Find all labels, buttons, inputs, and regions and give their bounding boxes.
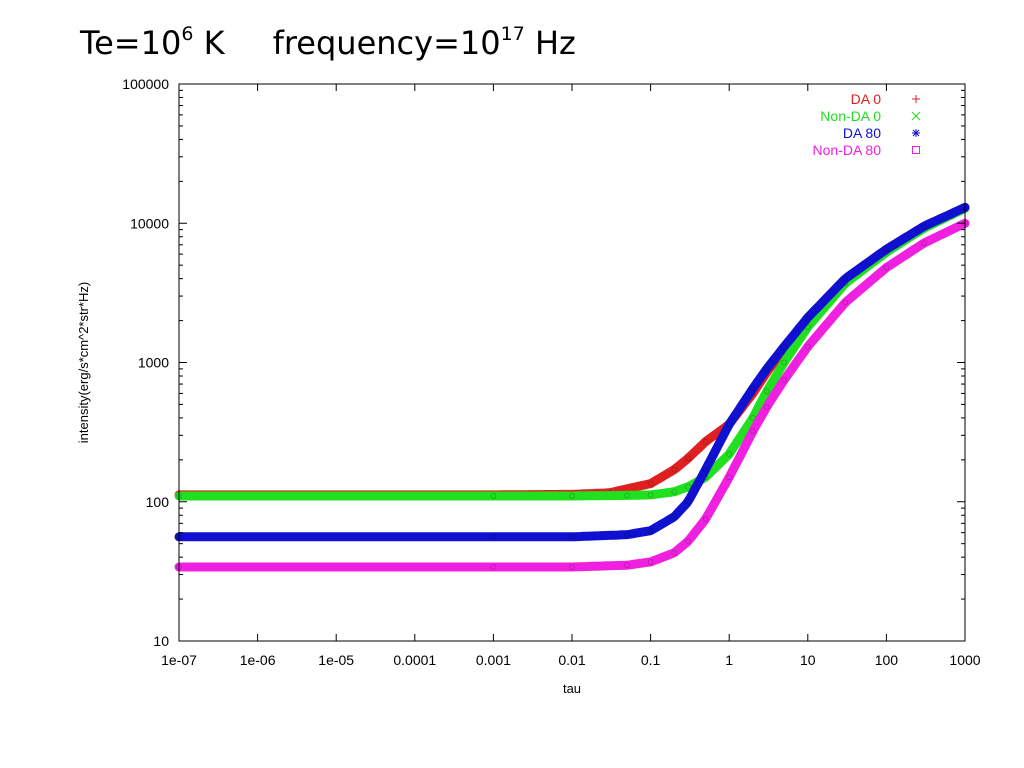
data-point-da-80: [490, 534, 497, 540]
data-point-da-80: [804, 314, 811, 321]
data-point-non-da-80: [702, 516, 709, 522]
data-point-non-da-80: [921, 240, 927, 246]
data-point-da-80: [647, 527, 654, 534]
y-tick-label: 10000: [130, 215, 169, 231]
data-point-da-80: [750, 385, 756, 392]
y-tick-label: 100: [146, 494, 170, 510]
x-tick-label: 0.1: [641, 652, 661, 668]
series-line-non-da-0: [174, 203, 970, 501]
data-point-non-da-80: [781, 377, 787, 383]
data-point-da-80: [921, 223, 927, 230]
data-point-non-da-80: [726, 474, 733, 481]
data-point-non-da-0: [763, 388, 770, 395]
data-point-da-80: [569, 534, 575, 540]
frequency-label: frequency=1017 Hz: [272, 23, 576, 62]
data-point-non-da-80: [804, 343, 811, 350]
data-point-da-80: [702, 466, 709, 473]
data-point-non-da-0: [624, 492, 630, 499]
x-tick-label: 1e-07: [161, 652, 197, 668]
data-point-non-da-80: [671, 549, 678, 556]
data-point-non-da-80: [750, 428, 756, 435]
series-line-da-0: [174, 202, 970, 500]
data-point-da-80: [671, 513, 678, 520]
x-tick-label: 100: [875, 652, 899, 668]
data-point-da-80: [763, 366, 770, 372]
te-label: Te=106 K: [80, 23, 225, 62]
data-point-non-da-0: [726, 451, 733, 457]
te-exponent: 6: [181, 23, 194, 45]
data-point-da-80: [624, 531, 630, 538]
y-tick-label: 100000: [122, 76, 169, 92]
y-axis-label: intensity(erg/s*cm^2*str*Hz): [76, 282, 91, 443]
data-point-da-80: [842, 275, 849, 282]
data-point-non-da-80: [685, 538, 691, 545]
data-point-da-0: [685, 455, 691, 462]
legend-label-da-80: DA 80: [843, 125, 881, 141]
x-tick-label: 1e-05: [318, 652, 354, 668]
data-point-da-0: [671, 466, 678, 473]
data-point-da-80: [726, 421, 733, 428]
x-tick-label: 1e-06: [240, 652, 276, 668]
data-point-da-0: [702, 438, 709, 445]
data-point-da-80: [685, 498, 691, 505]
data-point-non-da-0: [671, 488, 678, 495]
data-point-da-80: [781, 343, 787, 350]
frequency-exponent: 17: [500, 23, 525, 45]
series-line-da-80: [174, 202, 970, 542]
legend-marker-plus: [912, 95, 920, 103]
data-point-non-da-0: [647, 492, 654, 498]
legend-marker-square: [912, 146, 920, 154]
data-point-non-da-80: [763, 404, 770, 410]
legend-label-non-da-0: Non-DA 0: [820, 108, 881, 124]
slide-title: Te=106 K frequency=1017 Hz: [80, 24, 576, 62]
x-axis-label: tau: [563, 681, 581, 696]
data-point-non-da-0: [490, 493, 497, 499]
legend-label-da-0: DA 0: [851, 91, 882, 107]
legend-marker-star: [912, 129, 920, 137]
data-point-non-da-80: [490, 564, 497, 570]
plot-frame: [178, 83, 966, 642]
data-point-non-da-80: [624, 562, 630, 569]
axis-tick-labels: 1e-07 1e-06 1e-05 0.0001 0.001 0.01 0.1 1 10 100 1…: [122, 76, 980, 668]
x-tick-label: 1000: [949, 652, 980, 668]
y-tick-label: 1000: [138, 355, 169, 371]
x-tick-label: 0.001: [476, 652, 511, 668]
data-point-da-0: [647, 480, 654, 487]
axis-ticks: [178, 83, 966, 642]
data-point-non-da-0: [685, 484, 691, 490]
series-layer: [174, 202, 970, 572]
x-tick-label: 0.01: [558, 652, 585, 668]
data-point-non-da-0: [781, 359, 787, 366]
data-point-da-80: [883, 246, 890, 253]
data-point-non-da-80: [842, 299, 849, 306]
data-point-non-da-80: [569, 564, 575, 570]
legend-label-non-da-80: Non-DA 80: [813, 142, 882, 158]
x-tick-label: 0.0001: [393, 652, 436, 668]
y-tick-label: 10: [153, 633, 169, 649]
data-point-non-da-0: [569, 493, 575, 499]
x-tick-label: 10: [800, 652, 816, 668]
x-tick-label: 1: [725, 652, 733, 668]
legend-marker-cross: [911, 111, 921, 121]
data-point-non-da-80: [883, 264, 890, 271]
data-point-non-da-80: [647, 559, 654, 565]
